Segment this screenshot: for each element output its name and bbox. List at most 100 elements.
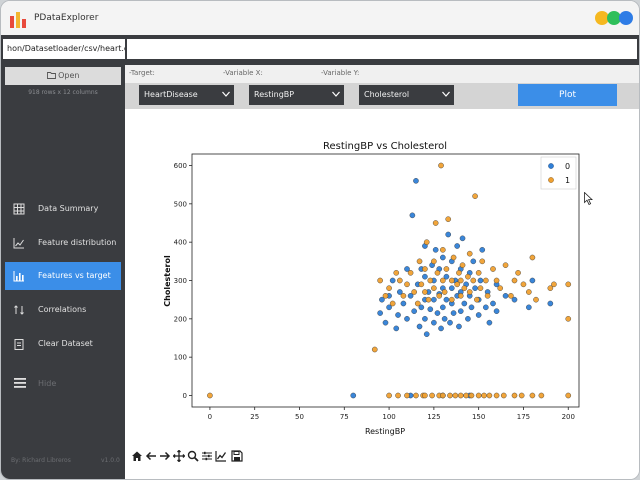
- point-series-1-36: [440, 392, 446, 399]
- point-series-1-20: [422, 289, 428, 295]
- path-field-extension[interactable]: [127, 39, 637, 59]
- point-series-1-25: [427, 277, 434, 284]
- y-tick-label-0: 0: [183, 392, 187, 400]
- point-series-1-28: [431, 285, 437, 291]
- legend-entry-0: 0: [565, 162, 570, 171]
- point-series-1-22: [422, 392, 428, 399]
- open-button-label: Open: [58, 71, 80, 80]
- point-series-1-29: [432, 220, 439, 226]
- point-series-1-58: [472, 193, 478, 199]
- hide-sidebar-button[interactable]: Hide: [5, 373, 121, 395]
- close-button[interactable]: [619, 11, 633, 25]
- point-series-1-66: [484, 293, 491, 299]
- variable-y-select[interactable]: Cholesterol: [359, 85, 454, 105]
- sidebar-item-feature-distribution[interactable]: Feature distribution: [5, 229, 121, 257]
- point-series-0-78: [529, 277, 536, 284]
- app-title: PDataExplorer: [34, 13, 99, 23]
- point-series-0-71: [486, 319, 493, 326]
- point-series-1-74: [508, 293, 514, 299]
- point-series-1-86: [551, 281, 557, 288]
- point-series-0-10: [400, 300, 407, 307]
- sidebar: Open 918 rows x 12 columns Data Summary …: [1, 65, 125, 479]
- point-series-0-76: [511, 296, 518, 303]
- file-path-field[interactable]: hon/Datasetloader/csv/heart.csv: [3, 39, 125, 59]
- point-series-1-71: [497, 285, 503, 291]
- point-series-1-5: [386, 392, 392, 399]
- plot-button[interactable]: Plot: [518, 84, 617, 106]
- point-series-1-41: [448, 277, 455, 284]
- menu-icon: [14, 378, 26, 388]
- sidebar-item-features-vs-target[interactable]: Features vs target: [5, 262, 121, 290]
- point-series-1-11: [404, 281, 410, 288]
- x-tick-label-4: 100: [382, 413, 395, 421]
- point-series-0-51: [454, 243, 460, 249]
- point-series-0-77: [526, 304, 532, 311]
- configure-icon[interactable]: [201, 450, 213, 462]
- point-series-1-32: [436, 293, 443, 299]
- point-series-0-19: [418, 304, 425, 311]
- x-tick-label-8: 200: [562, 413, 575, 421]
- point-series-1-8: [395, 392, 401, 399]
- target-select[interactable]: HeartDisease: [139, 85, 234, 105]
- table-icon: [13, 203, 25, 215]
- point-series-1-89: [565, 392, 572, 399]
- pan-icon[interactable]: [173, 450, 185, 462]
- point-series-1-27: [431, 258, 437, 265]
- point-series-1-14: [411, 289, 417, 295]
- point-series-1-65: [483, 277, 489, 284]
- point-series-1-49: [457, 392, 464, 399]
- point-series-0-43: [445, 231, 452, 238]
- point-series-1-9: [397, 277, 403, 284]
- point-series-0-6: [389, 277, 396, 284]
- chart-legend: 0 1: [540, 156, 577, 190]
- point-series-1-53: [465, 273, 471, 280]
- title-bar: PDataExplorer: [1, 1, 639, 35]
- maximize-button[interactable]: [607, 11, 621, 25]
- point-series-1-15: [413, 392, 419, 399]
- point-series-0-48: [450, 310, 457, 316]
- point-series-0-75: [502, 293, 509, 299]
- point-series-1-55: [466, 250, 473, 257]
- variable-y-select-value: Cholesterol: [364, 90, 410, 99]
- home-icon[interactable]: [131, 450, 143, 462]
- point-series-1-47: [457, 293, 464, 299]
- point-series-1-48: [457, 277, 464, 284]
- point-series-0-12: [404, 266, 410, 272]
- zoom-icon[interactable]: [187, 450, 199, 462]
- point-series-1-51: [461, 285, 468, 291]
- point-series-1-7: [393, 270, 400, 276]
- back-icon[interactable]: [145, 450, 157, 462]
- legend-marker-1: [548, 177, 554, 183]
- chevron-down-icon: [332, 91, 340, 97]
- chevron-down-icon: [222, 91, 230, 97]
- point-series-1-72: [500, 392, 507, 399]
- plot-toolbar: [131, 450, 251, 464]
- sidebar-item-clear-dataset[interactable]: Clear Dataset: [5, 330, 121, 358]
- minimize-button[interactable]: [595, 11, 609, 25]
- x-tick-label-2: 50: [295, 413, 304, 421]
- point-series-1-10: [400, 293, 407, 299]
- variable-x-select[interactable]: RestingBP: [249, 85, 344, 105]
- scatter-chart[interactable]: RestingBP vs Cholesterol RestingBP Chole…: [125, 109, 639, 479]
- sidebar-item-label: Correlations: [38, 305, 87, 314]
- edit-axis-icon[interactable]: [215, 450, 227, 462]
- path-bar: hon/Datasetloader/csv/heart.csv: [1, 35, 639, 65]
- line-chart-icon: [13, 238, 24, 249]
- point-series-0-11: [404, 316, 410, 322]
- save-icon[interactable]: [231, 450, 243, 462]
- point-series-0-62: [468, 304, 475, 311]
- point-series-1-45: [454, 281, 460, 288]
- sidebar-item-correlations[interactable]: Correlations: [5, 296, 121, 324]
- point-series-0-32: [432, 247, 439, 253]
- point-series-0-65: [475, 312, 482, 318]
- point-series-0-25: [423, 331, 430, 337]
- point-series-1-82: [529, 392, 536, 399]
- open-button[interactable]: Open: [5, 67, 121, 85]
- point-series-1-38: [443, 266, 450, 272]
- sidebar-item-data-summary[interactable]: Data Summary: [5, 195, 121, 223]
- point-series-0-67: [477, 277, 484, 284]
- point-series-1-1: [371, 346, 378, 353]
- point-series-1-0: [207, 392, 213, 399]
- forward-icon[interactable]: [159, 450, 171, 462]
- point-series-0-56: [459, 235, 466, 242]
